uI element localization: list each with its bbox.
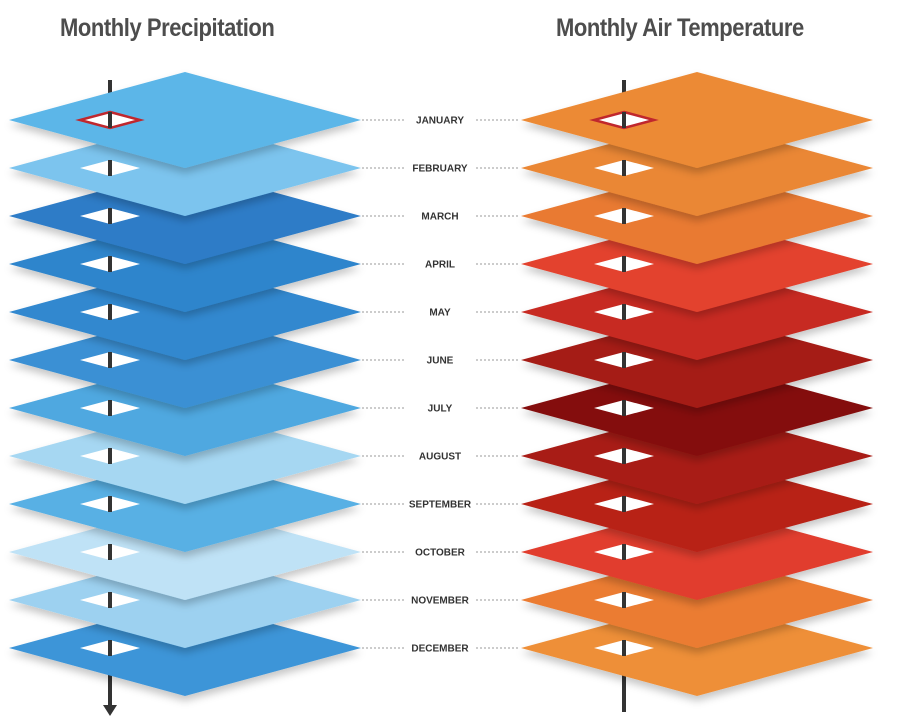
- layer-diamond: [9, 72, 361, 168]
- month-label-may: MAY: [362, 308, 520, 319]
- month-label-text: FEBRUARY: [412, 164, 468, 175]
- month-label-november: NOVEMBER: [362, 596, 520, 607]
- temp-layer-january: [521, 72, 873, 168]
- month-label-february: FEBRUARY: [362, 164, 520, 175]
- month-label-april: APRIL: [362, 260, 520, 271]
- month-label-text: SEPTEMBER: [409, 500, 472, 511]
- month-label-text: AUGUST: [419, 452, 461, 463]
- precipitation-title: Monthly Precipitation: [60, 14, 275, 42]
- temperature-title: Monthly Air Temperature: [556, 14, 804, 42]
- month-label-text: JUNE: [427, 356, 454, 367]
- month-label-october: OCTOBER: [362, 548, 520, 559]
- month-labels: JANUARY FEBRUARY MARCH APRIL MAY JUNE JULY AUGU…: [362, 116, 520, 655]
- month-label-text: NOVEMBER: [411, 596, 470, 607]
- month-label-text: DECEMBER: [411, 644, 469, 655]
- month-label-text: OCTOBER: [415, 548, 466, 559]
- precip-layer-january: [9, 72, 361, 168]
- axis-arrow-down: [103, 705, 117, 716]
- month-label-august: AUGUST: [362, 452, 520, 463]
- month-label-text: JANUARY: [416, 116, 464, 127]
- month-label-january: JANUARY: [362, 116, 520, 127]
- month-label-text: MARCH: [421, 212, 458, 223]
- precipitation-stack: [9, 72, 361, 716]
- month-label-july: JULY: [362, 404, 520, 415]
- month-label-june: JUNE: [362, 356, 520, 367]
- month-label-text: APRIL: [425, 260, 455, 271]
- month-label-march: MARCH: [362, 212, 520, 223]
- month-label-december: DECEMBER: [362, 644, 520, 655]
- month-label-text: MAY: [429, 308, 451, 319]
- month-label-text: JULY: [428, 404, 453, 415]
- month-label-september: SEPTEMBER: [362, 500, 520, 511]
- temperature-stack: [521, 72, 873, 712]
- layer-diamond: [521, 72, 873, 168]
